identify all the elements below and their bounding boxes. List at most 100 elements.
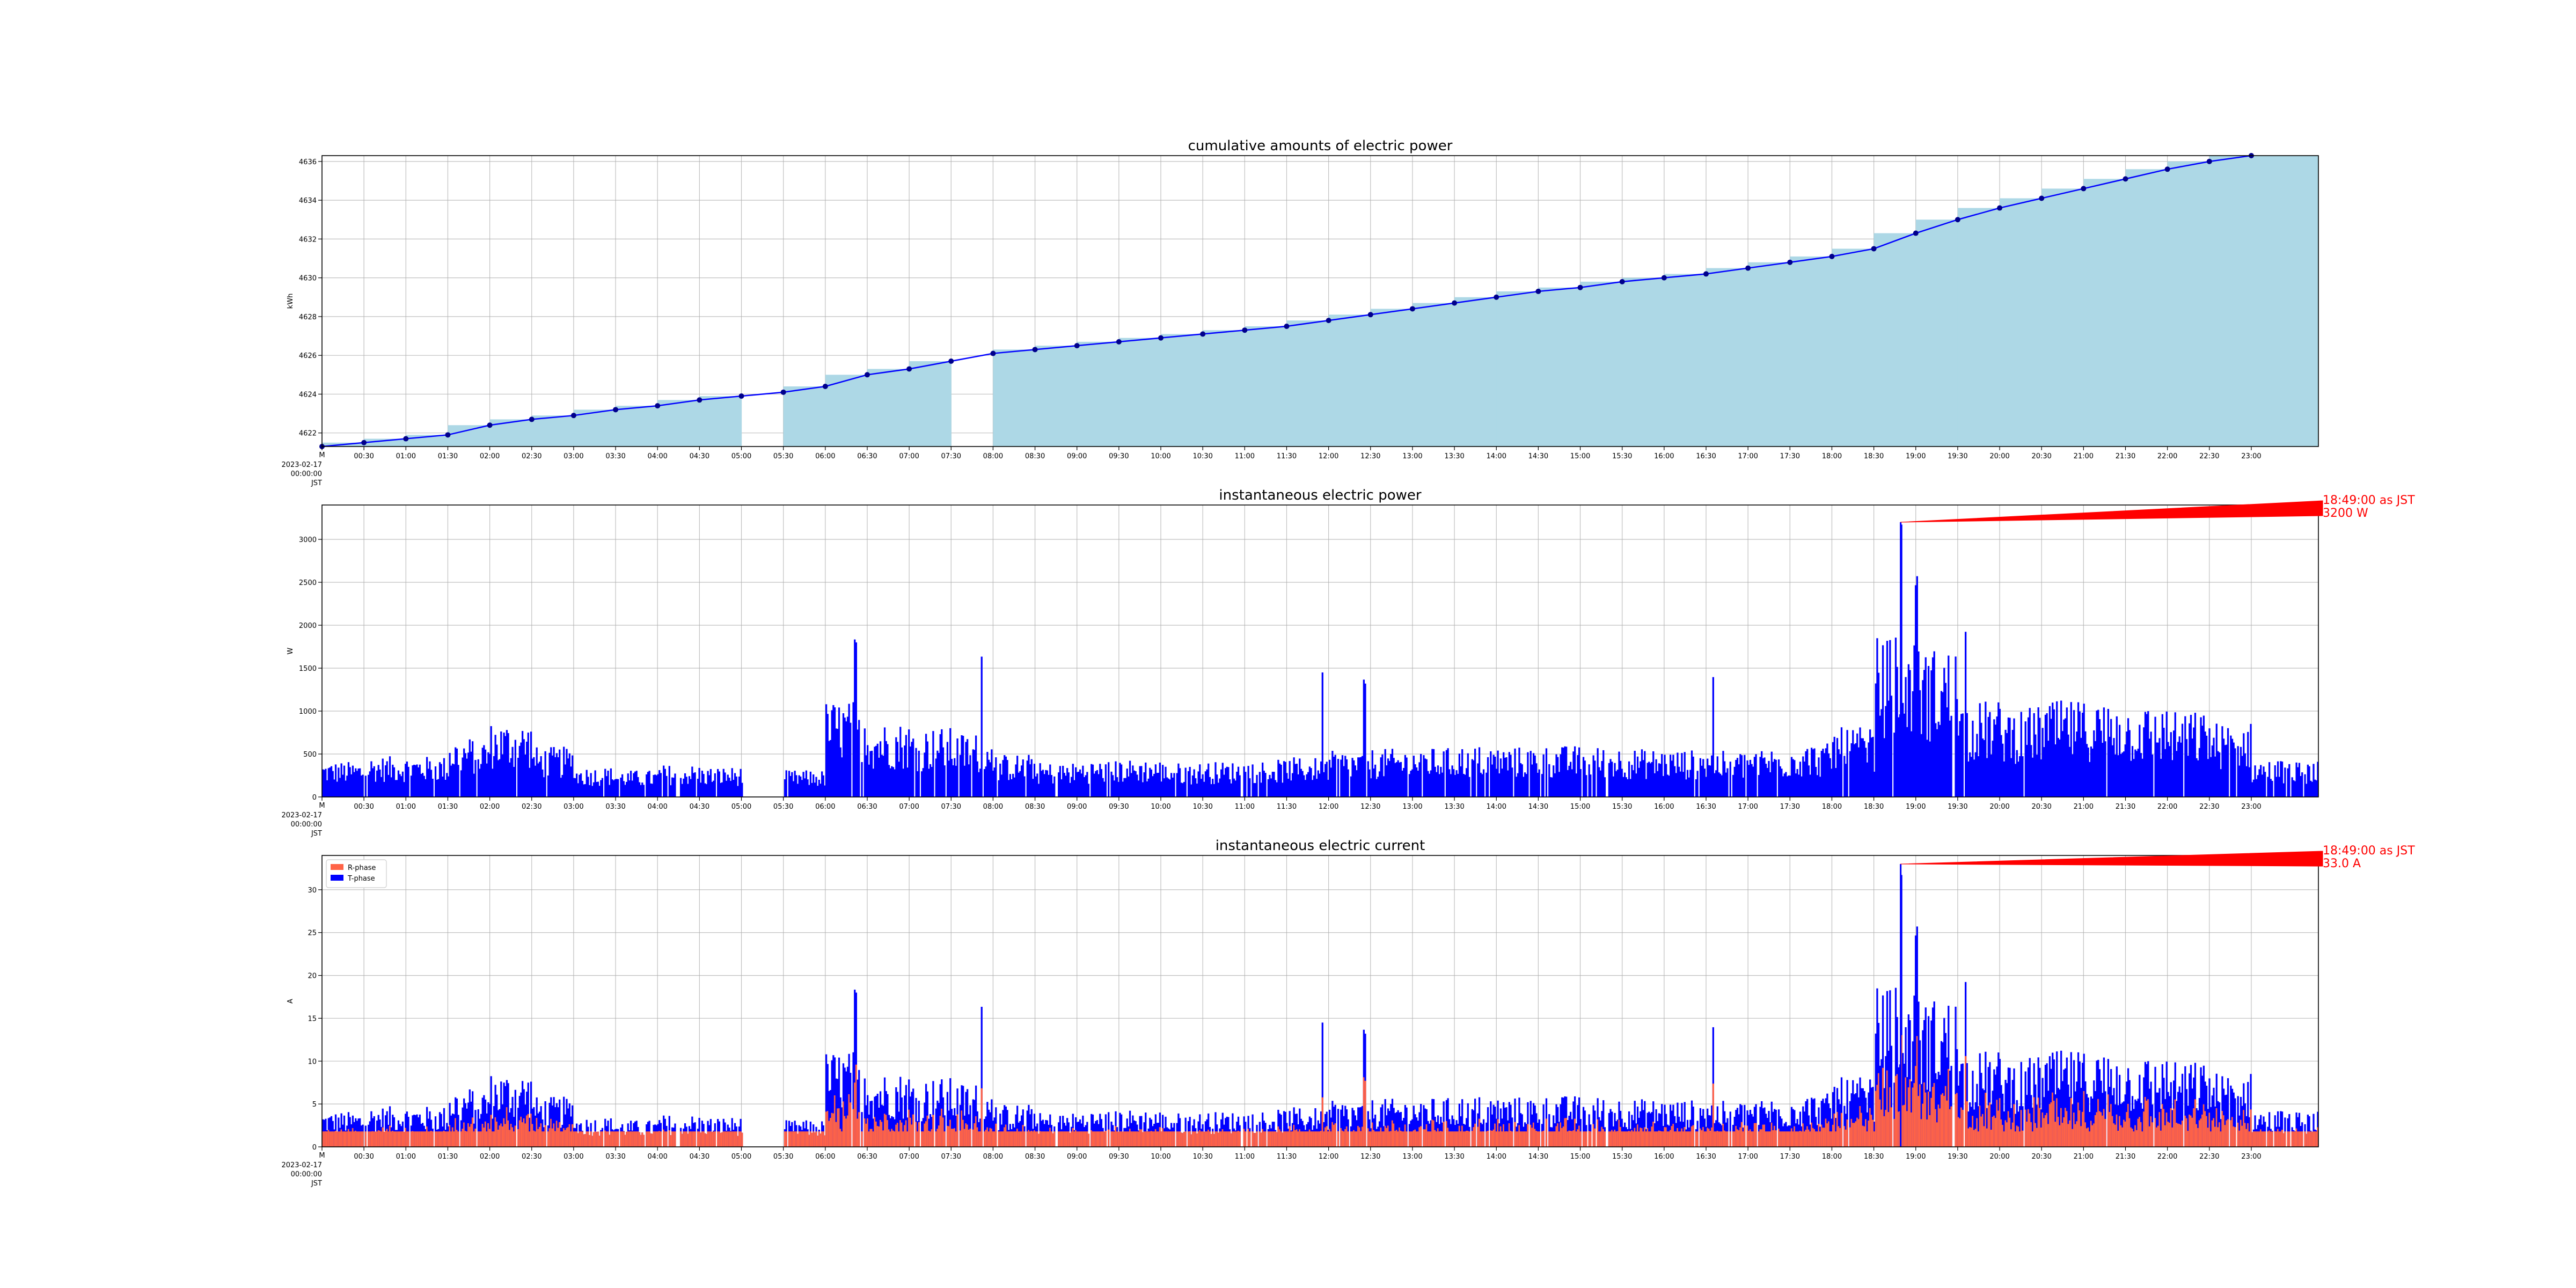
current-t-phase-bar [1898, 1067, 1900, 1147]
current-r-phase-bar [1289, 1126, 1291, 1147]
power-bar [1143, 772, 1145, 797]
current-t-phase-bar [2190, 1065, 2192, 1147]
power-bar [1930, 670, 1933, 797]
current-r-phase-bar [714, 1131, 716, 1147]
current-r-phase-bar [1501, 1131, 1503, 1147]
power-bar [855, 642, 858, 797]
current-r-phase-bar [2013, 1104, 2015, 1147]
cumulative-step-bar [1580, 281, 1623, 447]
current-t-phase-bar [876, 1094, 879, 1147]
current-r-phase-bar [340, 1129, 342, 1147]
power-bar [1146, 781, 1148, 797]
power-bar [1525, 774, 1527, 797]
current-r-phase-bar [1431, 1119, 1433, 1147]
current-t-phase-bar [1839, 1104, 1841, 1147]
power-bar [1979, 703, 1981, 797]
current-t-phase-bar [1950, 1066, 1952, 1147]
current-t-phase-bar [1913, 996, 1915, 1147]
current-r-phase-bar [1228, 1131, 1231, 1147]
power-bar [1514, 748, 1516, 797]
power-bar [1052, 783, 1054, 797]
current-r-phase-bar [357, 1131, 360, 1147]
current-r-phase-bar [2006, 1122, 2008, 1147]
power-bar [2278, 777, 2280, 797]
cumulative-point [655, 403, 661, 409]
power-bar [2170, 732, 2172, 797]
current-r-phase-bar [1520, 1131, 1522, 1147]
power-bar [1296, 764, 1298, 797]
cumulative-step-bar [867, 369, 910, 447]
power-bar [1262, 762, 1264, 797]
current-t-phase-bar [1940, 1041, 1943, 1147]
current-t-phase-bar [2004, 1080, 2007, 1147]
current-r-phase-bar [596, 1132, 598, 1147]
power-bar [637, 777, 639, 797]
current-r-phase-bar [330, 1131, 333, 1147]
cumulative-step-bar [699, 396, 742, 447]
current-r-phase-bar [1973, 1130, 1975, 1147]
current-r-phase-bar [1896, 1074, 1898, 1147]
power-bar [801, 780, 803, 797]
current-r-phase-bar [1386, 1128, 1388, 1147]
current-r-phase-bar [607, 1131, 609, 1147]
current-r-phase-bar [462, 1129, 464, 1147]
current-r-phase-bar [1216, 1131, 1218, 1147]
current-r-phase-bar [1715, 1131, 1717, 1147]
power-bar [600, 780, 602, 797]
current-r-phase-bar [1358, 1127, 1360, 1147]
power-bar [1662, 775, 1664, 797]
current-t-phase-bar [969, 1105, 971, 1147]
x-tick-label: 05:30 [773, 1153, 793, 1161]
power-bar [1555, 754, 1557, 797]
power-bar [1341, 755, 1344, 797]
power-bar [1819, 777, 1821, 797]
power-bar [1657, 771, 1659, 797]
current-r-phase-bar [646, 1131, 648, 1147]
x-tick-label: 02:30 [522, 1153, 541, 1161]
current-r-phase-bar [1197, 1131, 1199, 1147]
cumulative-point [1871, 246, 1877, 252]
current-t-phase-bar [419, 1114, 421, 1147]
power-bar [373, 766, 375, 797]
current-t-phase-bar [557, 1107, 559, 1147]
cumulative-point [864, 372, 870, 378]
power-bar [431, 779, 434, 797]
current-t-phase-bar [514, 1089, 516, 1147]
current-r-phase-bar [422, 1131, 424, 1147]
x-tick-label: 13:30 [1444, 452, 1464, 460]
current-r-phase-bar [704, 1133, 706, 1147]
current-r-phase-bar [987, 1131, 990, 1147]
power-bar [1432, 749, 1435, 797]
current-r-phase-bar [1835, 1131, 1837, 1147]
current-r-phase-bar [426, 1126, 428, 1147]
current-r-phase-bar [867, 1118, 869, 1147]
power-bar [1434, 766, 1436, 797]
x-tick-label: 15:30 [1612, 452, 1632, 460]
current-r-phase-bar [2222, 1115, 2225, 1147]
current-r-phase-bar [1765, 1131, 1767, 1147]
power-bar [1646, 763, 1649, 797]
power-bar [1319, 773, 1321, 797]
x-tick-label: 17:30 [1780, 803, 1800, 811]
cumulative-point [1997, 205, 2003, 211]
current-r-phase-bar [1139, 1129, 1141, 1147]
current-t-phase-bar [2003, 1111, 2006, 1147]
power-bar [1670, 755, 1672, 797]
current-r-phase-bar [382, 1127, 384, 1147]
current-r-phase-bar [1154, 1129, 1157, 1147]
power-bar [1721, 775, 1723, 797]
current-r-phase-bar [2233, 1126, 2235, 1147]
current-t-phase-bar [1284, 1111, 1286, 1147]
current-r-phase-bar [2102, 1115, 2104, 1147]
x-tick-label: 15:30 [1612, 1153, 1632, 1161]
current-r-phase-bar [788, 1131, 791, 1147]
power-bar [1100, 769, 1103, 797]
current-r-phase-bar [364, 1131, 367, 1147]
current-r-phase-bar [510, 1124, 512, 1147]
x-tick-label: 18:00 [1822, 1153, 1842, 1161]
current-t-phase-bar [414, 1115, 416, 1147]
power-bar [2098, 719, 2101, 797]
power-bar [1801, 776, 1803, 797]
current-r-phase-bar [418, 1131, 420, 1147]
x-tick-label: 21:30 [2116, 452, 2135, 460]
